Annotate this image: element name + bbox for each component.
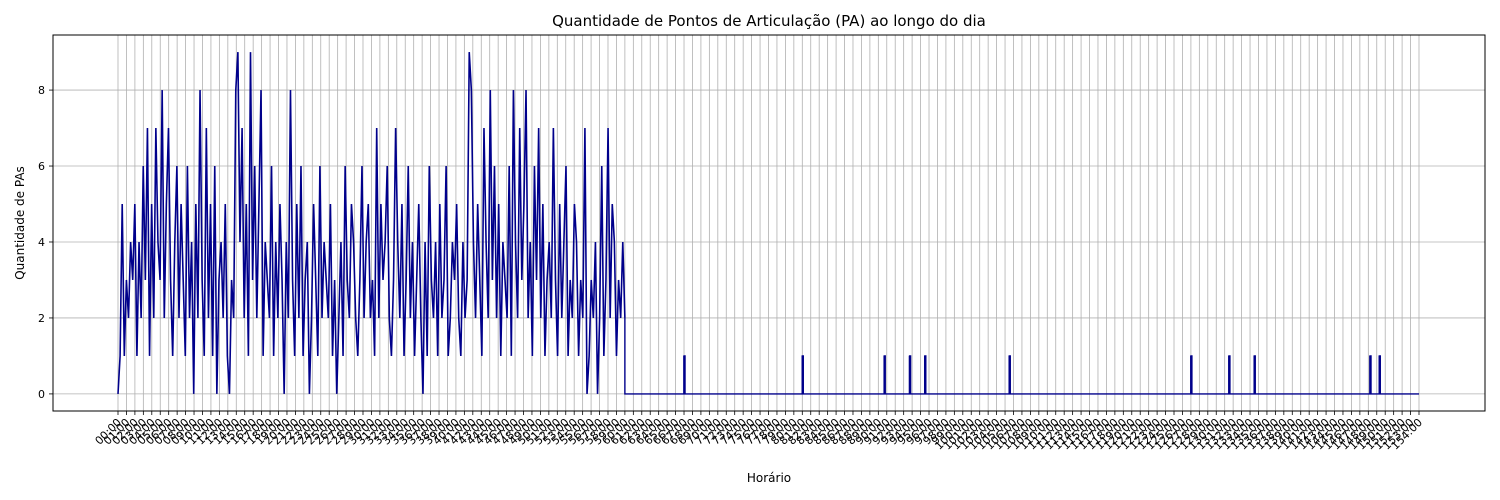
plot-area bbox=[117, 52, 1419, 395]
y-tick-label: 0 bbox=[38, 388, 45, 401]
y-tick-label: 6 bbox=[38, 160, 45, 173]
y-axis-label: Quantidade de PAs bbox=[13, 166, 27, 280]
y-tick-label: 8 bbox=[38, 84, 45, 97]
series-line-active bbox=[117, 52, 626, 394]
y-ticks: 0 2 4 6 8 bbox=[38, 84, 53, 401]
x-axis-label: Horário bbox=[747, 471, 791, 485]
chart-title: Quantidade de Pontos de Articulação (PA)… bbox=[552, 12, 986, 30]
axes-frame bbox=[52, 34, 1486, 412]
y-tick-label: 4 bbox=[38, 236, 45, 249]
grid bbox=[53, 35, 1485, 411]
y-tick-label: 2 bbox=[38, 312, 45, 325]
x-ticks: 00:0001:0002:0003:0004:0005:0006:0007:00… bbox=[93, 411, 1425, 452]
